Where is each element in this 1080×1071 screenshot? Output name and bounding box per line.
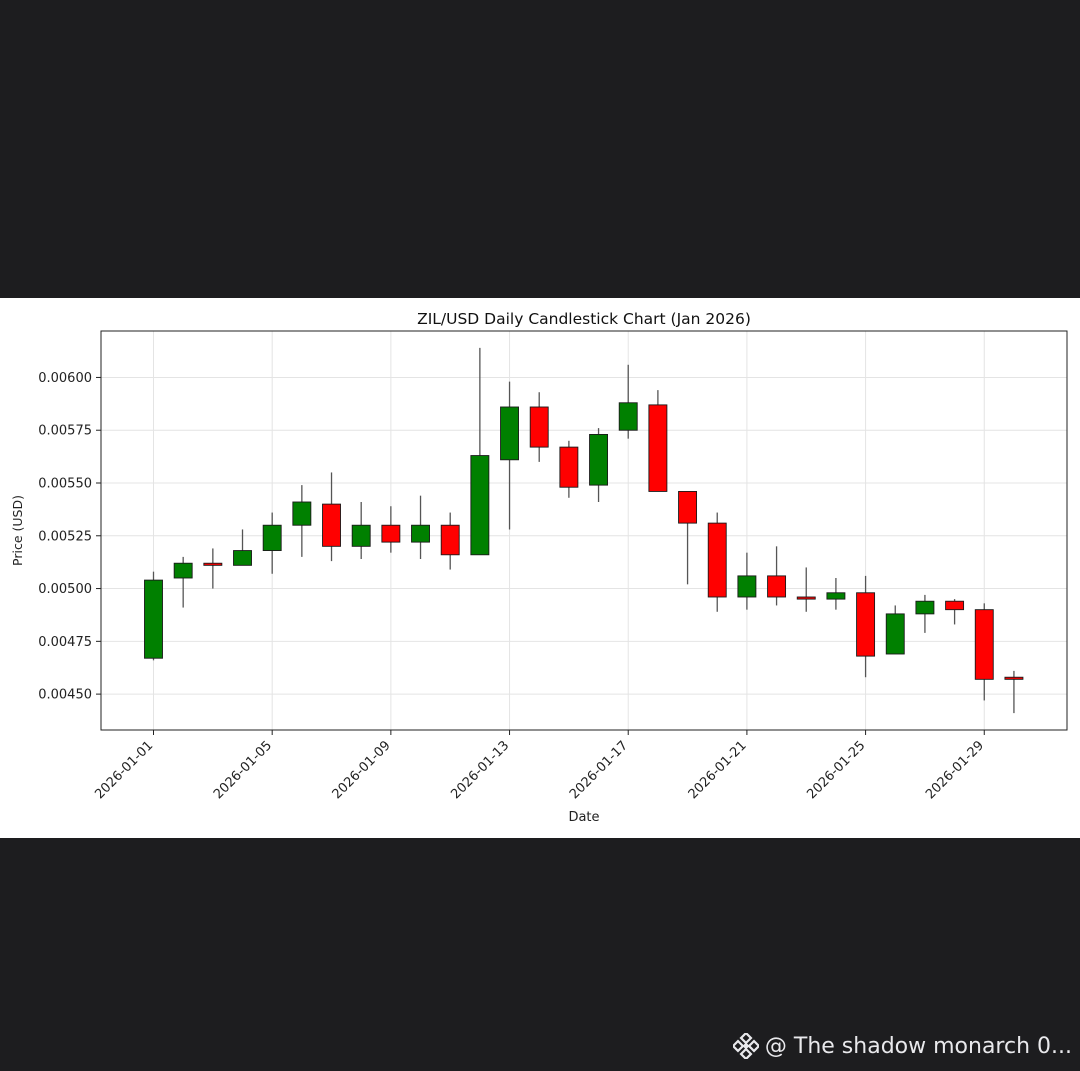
candle-body-up bbox=[262, 524, 282, 552]
candle-body-down bbox=[1004, 676, 1024, 680]
candle-body-down bbox=[796, 596, 816, 600]
candle-body-up bbox=[826, 592, 846, 600]
x-axis: 2026-01-01 2026-01-05 2026-01-09 2026-01-13… bbox=[92, 730, 987, 802]
candle-body-down bbox=[856, 592, 876, 657]
candle-body-up bbox=[144, 579, 163, 659]
candle-body-down bbox=[559, 446, 579, 488]
candles bbox=[144, 347, 1024, 714]
candle-body-up bbox=[737, 575, 757, 598]
grid-lines bbox=[101, 331, 1067, 730]
y-axis: 0.00450 0.00475 0.00500 0.00525 0.00550 0.005… bbox=[38, 371, 101, 703]
x-tick-label: 2026-01-25 bbox=[804, 738, 868, 802]
candlestick-chart: 0.00450 0.00475 0.00500 0.00525 0.00550 0.005… bbox=[10, 310, 1068, 825]
candle-body-up bbox=[589, 433, 608, 486]
candle-body-down bbox=[322, 503, 341, 547]
plot-frame bbox=[100, 330, 1068, 731]
candle-body-down bbox=[707, 522, 727, 598]
x-tick-label: 2026-01-29 bbox=[923, 738, 987, 802]
candle-body-up bbox=[233, 550, 252, 566]
candle-body-up bbox=[618, 402, 638, 431]
candle-body-down bbox=[203, 562, 223, 566]
y-tick-label: 0.00575 bbox=[38, 424, 92, 439]
candle-body-down bbox=[529, 406, 549, 448]
candle-body-up bbox=[915, 600, 935, 615]
candle-body-up bbox=[411, 524, 430, 543]
chart-panel: 0.00450 0.00475 0.00500 0.00525 0.00550 0.005… bbox=[0, 298, 1080, 838]
chart-title: ZIL/USD Daily Candlestick Chart (Jan 202… bbox=[417, 310, 751, 328]
y-tick-label: 0.00600 bbox=[38, 371, 92, 386]
x-tick-label: 2026-01-13 bbox=[448, 738, 512, 802]
x-tick-label: 2026-01-21 bbox=[686, 738, 750, 802]
candle-body-up bbox=[500, 406, 519, 461]
x-tick-label: 2026-01-09 bbox=[330, 738, 394, 802]
x-axis-label: Date bbox=[568, 810, 599, 825]
x-tick-label: 2026-01-05 bbox=[211, 738, 275, 802]
y-tick-label: 0.00525 bbox=[38, 529, 92, 544]
candle-body-down bbox=[678, 490, 698, 524]
candle-body-down bbox=[767, 575, 787, 598]
watermark: @ The shadow monarch 0... bbox=[732, 1030, 1072, 1062]
watermark-text: @ The shadow monarch 0... bbox=[764, 1033, 1072, 1059]
y-tick-label: 0.00475 bbox=[38, 635, 92, 650]
candle-body-up bbox=[173, 562, 193, 579]
y-tick-label: 0.00450 bbox=[38, 688, 92, 703]
candle-body-up bbox=[470, 455, 490, 556]
candle-body-up bbox=[292, 501, 312, 526]
x-tick-label: 2026-01-01 bbox=[92, 738, 156, 802]
y-tick-label: 0.00500 bbox=[38, 582, 92, 597]
candle-body-down bbox=[381, 524, 401, 543]
candle-body-up bbox=[885, 613, 905, 655]
y-axis-label: Price (USD) bbox=[10, 495, 25, 566]
candle-body-down bbox=[945, 600, 965, 611]
binance-logo-icon bbox=[732, 1033, 759, 1059]
candle-body-down bbox=[974, 609, 994, 680]
candle-body-down bbox=[648, 404, 668, 492]
y-tick-label: 0.00550 bbox=[38, 477, 92, 492]
x-tick-label: 2026-01-17 bbox=[567, 738, 631, 802]
candle-body-up bbox=[351, 524, 371, 547]
candle-body-down bbox=[440, 524, 460, 556]
